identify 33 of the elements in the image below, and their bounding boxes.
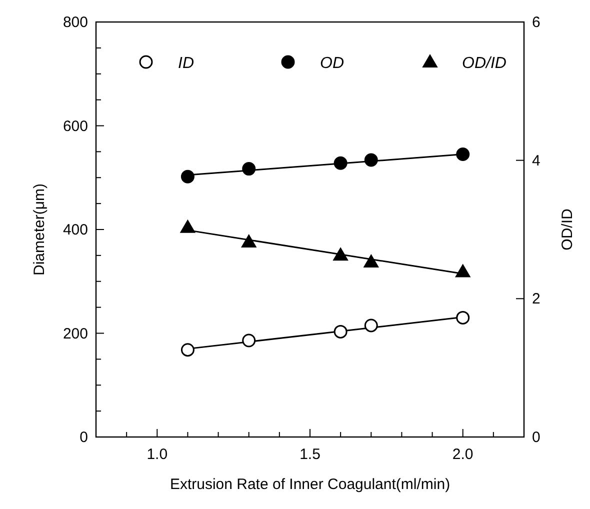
y-axis-title: Diameter(μm) [31,184,48,276]
point [241,234,256,248]
point [242,162,256,176]
y2-tick-label: 2 [532,290,540,308]
y2-tick-label: 0 [532,429,540,446]
point [364,254,379,268]
legend-label: ID [178,55,194,72]
y-tick-label: 200 [62,325,88,342]
x-tick-label: 1.5 [300,446,320,463]
y2-axis-title: OD/ID [559,208,576,250]
point [180,170,194,184]
point [334,324,348,338]
y2-tick-label: 6 [532,14,540,31]
y-tick-label: 600 [62,118,88,135]
y2-tick-label: 4 [532,152,540,170]
point [242,334,256,348]
y-tick-label: 800 [62,14,88,31]
point [456,310,470,324]
x-axis-title: Extrusion Rate of Inner Coagulant(ml/min) [170,476,450,493]
legend-label: OD/ID [462,55,507,72]
x-tick-label: 2.0 [452,446,474,463]
point [364,318,378,332]
point [364,153,378,167]
point [180,220,196,233]
x-tick-label: 1.0 [146,446,168,463]
legend-label: OD [320,55,344,72]
point [456,148,470,162]
point [333,248,348,261]
y-tick-label: 400 [62,222,88,238]
point [334,156,348,170]
y-tick-label: 0 [80,429,88,446]
point [455,264,470,278]
point [180,343,194,357]
